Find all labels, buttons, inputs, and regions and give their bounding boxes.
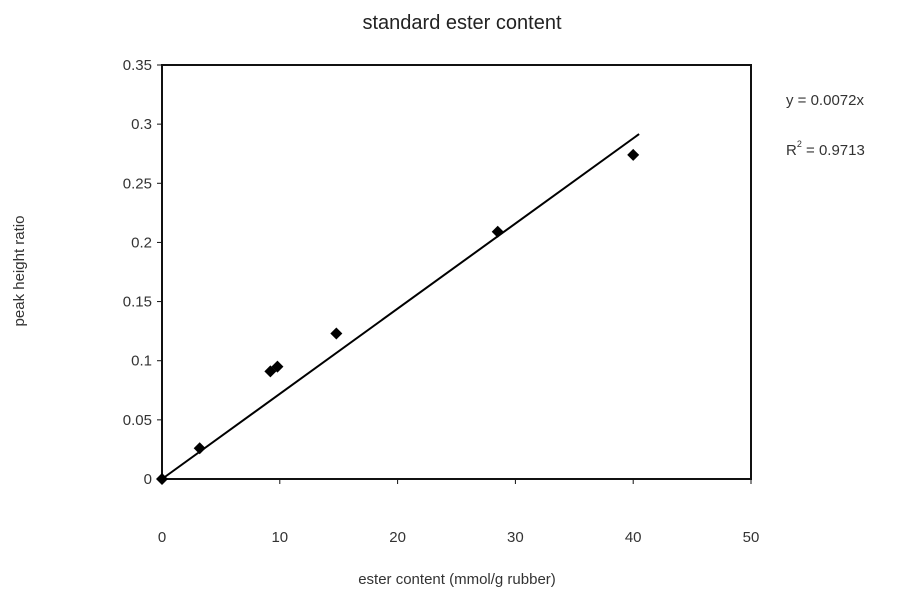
- y-axis-label: peak height ratio: [11, 216, 28, 327]
- x-tick-label: 50: [743, 529, 760, 546]
- plot-area: [161, 64, 752, 480]
- data-point: [491, 225, 504, 238]
- x-tick-label: 20: [389, 529, 406, 546]
- y-tick-label: 0.35: [123, 57, 152, 74]
- data-point: [271, 360, 284, 373]
- y-tick-label: 0.2: [131, 234, 152, 251]
- x-tick-label: 10: [271, 529, 288, 546]
- trend-equation: y = 0.0072x: [786, 92, 864, 109]
- data-point: [156, 473, 168, 485]
- x-tick-label: 0: [158, 529, 166, 546]
- y-tick-label: 0.1: [131, 353, 152, 370]
- x-axis-ticks: 0 10 20 30 40 50: [158, 479, 760, 546]
- y-tick-label: 0.15: [123, 294, 152, 311]
- r-squared-exponent: 2: [797, 139, 802, 149]
- y-tick-label: 0.05: [123, 412, 152, 429]
- x-tick-label: 40: [625, 529, 642, 546]
- data-point: [627, 148, 640, 161]
- trendline: [161, 133, 640, 480]
- y-tick-label: 0.3: [131, 116, 152, 133]
- y-tick-label: 0: [144, 471, 152, 488]
- data-point: [330, 327, 343, 340]
- x-axis-label: ester content (mmol/g rubber): [358, 571, 556, 588]
- y-tick-label: 0.25: [123, 175, 152, 192]
- x-tick-label: 30: [507, 529, 524, 546]
- data-point: [193, 442, 206, 455]
- data-points: [156, 148, 640, 485]
- chart-title: standard ester content: [362, 12, 561, 34]
- r-squared-value: = 0.9713: [802, 142, 865, 159]
- r-squared: R2 = 0.9713: [786, 139, 865, 159]
- r-squared-prefix: R: [786, 142, 797, 159]
- y-axis-ticks: 0 0.05 0.1 0.15 0.2 0.25 0.3 0.35: [123, 57, 162, 488]
